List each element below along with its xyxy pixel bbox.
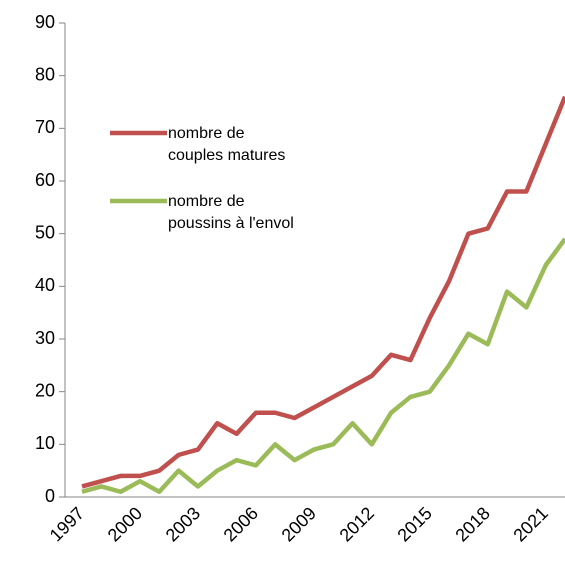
series-line <box>81 95 565 489</box>
x-tick-label: 1997 <box>46 503 88 545</box>
y-tick-label: 40 <box>35 275 55 295</box>
x-tick-label: 2006 <box>220 503 262 545</box>
legend-label: nombre de poussins à l'envol <box>168 193 294 232</box>
series-line <box>81 237 565 494</box>
x-tick-label: 2009 <box>278 503 320 545</box>
y-tick-label: 10 <box>35 433 55 453</box>
x-tick-label: 2012 <box>336 503 378 545</box>
y-tick-label: 70 <box>35 117 55 137</box>
legend-label: nombre de couples matures <box>168 125 285 164</box>
legend-line: couples matures <box>168 147 285 164</box>
legend-line: poussins à l'envol <box>168 215 294 232</box>
y-tick-label: 90 <box>35 12 55 32</box>
x-tick-label: 2015 <box>393 503 435 545</box>
x-tick-label: 2000 <box>104 503 146 545</box>
legend-line: nombre de <box>168 125 249 142</box>
y-tick-label: 0 <box>45 486 55 506</box>
y-tick-label: 80 <box>35 64 55 84</box>
y-tick-label: 60 <box>35 170 55 190</box>
x-tick-label: 2003 <box>162 503 204 545</box>
legend-line: nombre de <box>168 193 249 210</box>
y-tick-label: 20 <box>35 380 55 400</box>
x-tick-label: 2021 <box>509 503 551 545</box>
y-tick-label: 30 <box>35 328 55 348</box>
y-tick-label: 50 <box>35 222 55 242</box>
x-tick-label: 2018 <box>451 503 493 545</box>
